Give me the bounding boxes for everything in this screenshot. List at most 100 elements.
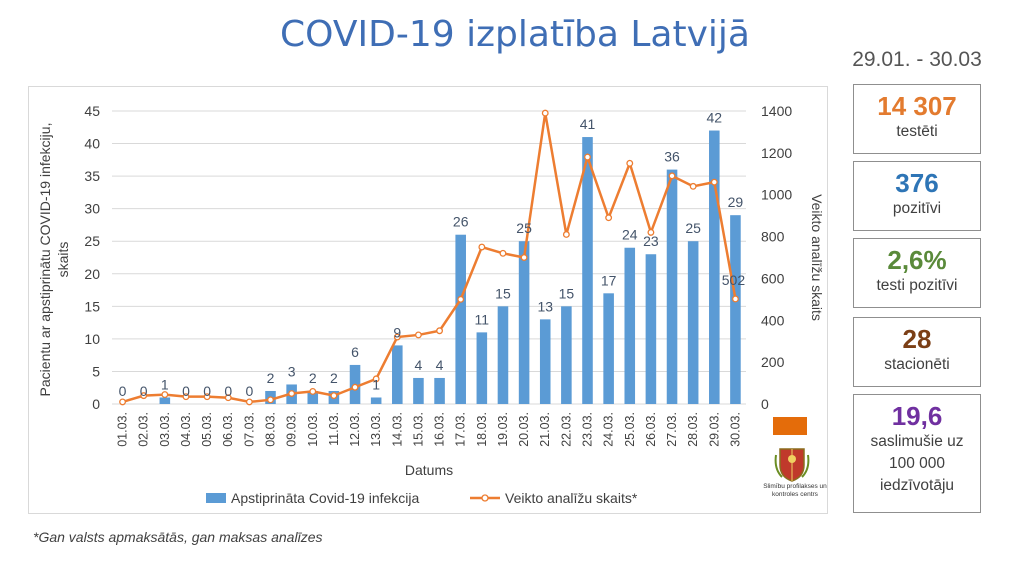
- line-point: [541, 109, 549, 117]
- x-tick-label: 28.03.: [686, 412, 700, 447]
- line-point: [457, 295, 465, 303]
- x-tick-label: 30.03.: [728, 412, 742, 447]
- bar-value-label: 23: [643, 233, 659, 249]
- bar-value-label: 24: [622, 227, 638, 243]
- line-point: [414, 331, 422, 339]
- line-point: [224, 394, 232, 402]
- line-value-label: 502: [722, 272, 746, 288]
- stat-value: 19,6: [891, 401, 943, 431]
- x-tick-label: 22.03.: [559, 412, 573, 447]
- x-tick-label: 24.03.: [602, 412, 616, 447]
- tests-line: [122, 112, 737, 404]
- bar-value-label: 2: [309, 370, 317, 386]
- stat-label: testi pozitīvi: [876, 277, 958, 294]
- bar: [666, 169, 678, 404]
- bar-value-label: 6: [351, 344, 359, 360]
- bar: [603, 293, 614, 404]
- x-tick-label: 12.03.: [348, 412, 362, 447]
- x-tick-label: 04.03.: [179, 412, 193, 447]
- x-tick-label: 14.03.: [390, 412, 404, 447]
- stat-value: 14 307: [877, 91, 957, 121]
- y-tick-label: 5: [92, 363, 100, 379]
- bar: [539, 319, 551, 404]
- bar-value-label: 42: [707, 110, 723, 126]
- bar-value-label: 0: [140, 383, 148, 399]
- y2-tick-label: 800: [761, 229, 785, 245]
- line-point: [605, 214, 613, 222]
- bar-value-label: 3: [288, 363, 296, 379]
- stat-box: 376 pozitīvi: [853, 161, 981, 231]
- bar: [392, 345, 403, 404]
- x-axis-title: Datums: [405, 462, 453, 478]
- flag-icon: [773, 417, 807, 435]
- bar-value-label: 15: [495, 285, 511, 301]
- bar: [687, 241, 699, 404]
- bar-value-label: 9: [393, 324, 401, 340]
- bar-value-label: 1: [161, 376, 169, 392]
- x-tick-label: 18.03.: [475, 412, 489, 447]
- y2-tick-label: 400: [761, 312, 785, 328]
- x-tick-label: 16.03.: [433, 412, 447, 447]
- x-tick-label: 06.03.: [221, 412, 235, 447]
- line-point: [478, 243, 486, 251]
- x-tick-label: 01.03.: [116, 412, 130, 447]
- x-tick-label: 29.03.: [707, 412, 721, 447]
- stat-value: 376: [895, 168, 939, 198]
- bar-value-label: 0: [203, 383, 211, 399]
- line-point: [393, 333, 401, 341]
- line-point: [710, 178, 718, 186]
- y2-tick-label: 0: [761, 396, 769, 412]
- coat-of-arms-icon: [774, 448, 810, 482]
- stat-value: 2,6%: [887, 245, 947, 275]
- bar-value-label: 0: [182, 383, 190, 399]
- legend-label-bars: Apstiprināta Covid-19 infekcija: [231, 490, 420, 506]
- stat-box: 19,6 saslimušie uz 100 000 iedzīvotāju: [853, 394, 981, 513]
- bar-value-label: 13: [537, 298, 553, 314]
- y2-tick-label: 200: [761, 354, 785, 370]
- y2-axis-title: Veikto analīžu skaits: [809, 194, 825, 321]
- x-tick-label: 09.03.: [285, 412, 299, 447]
- legend-marker-line: [481, 494, 489, 502]
- line-point: [626, 159, 634, 167]
- bar-value-label: 2: [330, 370, 338, 386]
- bar-value-label: 26: [453, 214, 469, 230]
- line-point: [584, 153, 591, 161]
- x-tick-label: 26.03.: [644, 412, 658, 447]
- line-point: [689, 182, 697, 190]
- line-point: [288, 390, 296, 397]
- y-tick-label: 0: [92, 396, 100, 412]
- bar-value-label: 2: [267, 370, 275, 386]
- bar-value-label: 11: [475, 311, 490, 327]
- line-point: [372, 375, 380, 383]
- bar-value-label: 25: [516, 220, 532, 236]
- bar: [159, 397, 171, 404]
- y-tick-label: 35: [84, 168, 100, 184]
- bar: [730, 215, 741, 404]
- bar-value-label: 4: [436, 357, 444, 373]
- x-tick-label: 11.03.: [327, 412, 341, 446]
- bar-value-label: 36: [664, 149, 680, 165]
- bar: [497, 306, 509, 404]
- logo-text: Slimību profilakses un kontroles centrs: [763, 483, 827, 498]
- x-tick-label: 13.03.: [369, 412, 383, 447]
- bar: [413, 377, 424, 404]
- x-tick-label: 15.03.: [411, 412, 425, 447]
- line-point: [182, 393, 190, 401]
- x-tick-label: 07.03.: [242, 412, 256, 447]
- bar-value-label: 17: [601, 272, 617, 288]
- line-point: [351, 383, 359, 391]
- line-point: [309, 387, 317, 395]
- line-point: [562, 231, 570, 238]
- x-tick-label: 08.03.: [264, 412, 278, 447]
- bar-value-label: 41: [580, 116, 596, 132]
- stat-box: 28 stacionēti: [853, 317, 981, 387]
- x-tick-label: 23.03.: [581, 412, 595, 447]
- y-tick-label: 25: [84, 233, 100, 249]
- line-point: [330, 392, 338, 400]
- line-point: [731, 295, 739, 303]
- line-point: [203, 393, 211, 401]
- y2-tick-label: 1000: [761, 187, 792, 203]
- bar-value-label: 0: [245, 383, 253, 399]
- bar-value-label: 4: [415, 357, 423, 373]
- footnote: *Gan valsts apmaksātās, gan maksas analī…: [33, 529, 323, 545]
